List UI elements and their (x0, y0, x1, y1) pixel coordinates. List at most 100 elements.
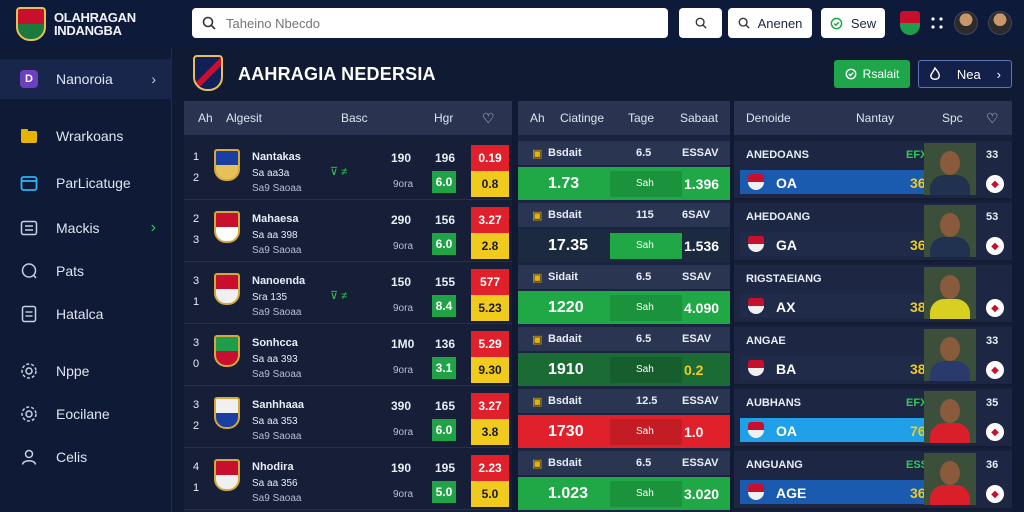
badge-icon[interactable]: ◆ (986, 237, 1004, 255)
player-name[interactable]: ANGUANG (746, 459, 803, 471)
col-header[interactable]: Nantay (856, 111, 895, 125)
odds-cell[interactable]: 3.1 (432, 357, 456, 379)
match-row[interactable]: 3 0 Sonhcca Sa aa 393 Sa9 Saoaa 1M0 9ora 136 3.1… (184, 327, 512, 386)
player-row[interactable]: ANEDOANS EFX 33 OA 36 ◆ (734, 141, 1012, 200)
match-row[interactable]: 1 2 Nantakas Sa aa3a Sa9 Saoaa ⊽ ≠ 190 9ora 196 6… (184, 141, 512, 200)
player-name[interactable]: RIGSTAEIANG (746, 273, 822, 285)
odds-cell[interactable]: 3.27 (471, 393, 509, 419)
player-row[interactable]: ANGAE 33 BA 38 ◆ (734, 327, 1012, 386)
sidebar-item-celis[interactable]: Celis (0, 437, 172, 477)
sidebar-item-parlicatuge[interactable]: ParLicatuge (0, 163, 172, 203)
odds-cell[interactable]: 5.29 (471, 331, 509, 357)
value-primary: 190 (391, 151, 412, 165)
player-name[interactable]: ANEDOANS (746, 149, 809, 161)
sidebar-item-wrarkoans[interactable]: Wrarkoans (0, 116, 172, 156)
team-name[interactable]: Mahaesa (252, 213, 299, 225)
player-row[interactable]: AUBHANS EFX 35 OA 76 ◆ (734, 389, 1012, 448)
col-header[interactable]: Basc (341, 111, 368, 125)
player-name[interactable]: AUBHANS (746, 397, 801, 409)
new-button-label: Nea (956, 66, 981, 82)
folder-icon (20, 127, 38, 145)
col-header[interactable]: Denoide (746, 111, 791, 125)
live-row[interactable]: ▣ Bsdait 6.5 ESSAV 1.023 Sah 3.020 (518, 451, 730, 510)
match-row[interactable]: 3 2 Sanhhaaa Sa aa 353 Sa9 Saoaa 390 9ora 165 6.… (184, 389, 512, 448)
team-name[interactable]: Nhodira (252, 461, 294, 473)
search-button[interactable] (679, 8, 722, 38)
avatar[interactable] (954, 11, 978, 35)
col-header[interactable]: Algesit (226, 111, 263, 125)
player-jersey (930, 237, 970, 257)
badge-icon[interactable]: ◆ (986, 299, 1004, 317)
match-row[interactable]: 4 1 Nhodira Sa aa 356 Sa9 Saoaa 190 9ora 195 5.0… (184, 451, 512, 510)
badge-icon[interactable]: ◆ (986, 361, 1004, 379)
sidebar-item-pats[interactable]: Pats (0, 251, 172, 291)
odds-cell[interactable]: 8.4 (432, 295, 456, 317)
grid-icon[interactable] (930, 16, 944, 30)
odds-cell[interactable]: 5.23 (471, 295, 509, 321)
odds-cell[interactable]: 6.0 (432, 233, 456, 255)
match-row[interactable]: 2 3 Mahaesa Sa aa 398 Sa9 Saoaa 290 9ora 156 6.0… (184, 203, 512, 262)
shield-icon[interactable] (900, 11, 920, 35)
avatar[interactable] (988, 11, 1012, 35)
team-name[interactable]: Nanoenda (252, 275, 306, 287)
live-row[interactable]: ▣ Bsdait 115 6SAV 17.35 Sah 1.536 (518, 203, 730, 262)
live-row[interactable]: ▣ Badait 6.5 ESAV 1910 Sah 0.2 (518, 327, 730, 386)
settings-button[interactable]: Sew (821, 8, 885, 38)
live-score-bar[interactable] (518, 353, 730, 386)
col-header[interactable]: Tage (628, 111, 655, 125)
badge-icon[interactable]: ◆ (986, 175, 1004, 193)
sidebar-item-nppe[interactable]: Nppe (0, 351, 172, 391)
badge-icon[interactable]: ◆ (986, 423, 1004, 441)
search-box[interactable] (192, 8, 668, 38)
player-row[interactable]: RIGSTAEIANG AX 38 ◆ (734, 265, 1012, 324)
live-score-bar[interactable] (518, 167, 730, 200)
search-input[interactable] (226, 15, 646, 31)
col-header[interactable]: Spc (942, 111, 963, 125)
sidebar-item-eocilane[interactable]: Eocilane (0, 394, 172, 434)
sidebar-item-nanoroia[interactable]: D Nanoroia › (0, 59, 172, 99)
new-button[interactable]: Nea › (918, 60, 1012, 88)
col-header[interactable]: Ciatinge (560, 111, 605, 125)
player-name[interactable]: ANGAE (746, 335, 786, 347)
value-primary: 290 (391, 213, 412, 227)
team-name[interactable]: Nantakas (252, 151, 301, 163)
sidebar-item-hatalca[interactable]: Hatalca (0, 294, 172, 334)
team-name[interactable]: Sonhcca (252, 337, 298, 349)
sidebar-item-label: Eocilane (56, 406, 110, 422)
match-row[interactable]: 3 1 Nanoenda Sra 135 Sa9 Saoaa ⊽ ≠ 150 9ora 155 8… (184, 265, 512, 324)
odds-cell[interactable]: 3.8 (471, 419, 509, 445)
odds-cell[interactable]: 0.19 (471, 145, 509, 171)
odds-cell[interactable]: 0.8 (471, 171, 509, 197)
col-header[interactable]: Ah (198, 111, 213, 125)
odds-cell[interactable]: 9.30 (471, 357, 509, 383)
alt-search-button[interactable]: Anenen (728, 8, 812, 38)
odds-cell[interactable]: 6.0 (432, 171, 456, 193)
live-score-bar[interactable] (518, 415, 730, 448)
heart-icon[interactable]: ♡ (986, 109, 999, 126)
trophy-icon: ▣ (532, 272, 543, 284)
live-row[interactable]: ▣ Bsdait 12.5 ESSAV 1730 Sah 1.0 (518, 389, 730, 448)
col-header[interactable]: Hgr (434, 111, 454, 125)
live-score-bar[interactable] (518, 291, 730, 324)
live-row[interactable]: ▣ Bsdait 6.5 ESSAV 1.73 Sah 1.396 (518, 141, 730, 200)
live-score-bar[interactable] (518, 477, 730, 510)
col-header[interactable]: Ah (530, 111, 545, 125)
result-button[interactable]: Rsalait (834, 60, 910, 88)
odds-cell[interactable]: 5.0 (471, 481, 509, 507)
live-row[interactable]: ▣ Sidait 6.5 SSAV 1220 Sah 4.090 (518, 265, 730, 324)
col-header[interactable]: Sabaat (680, 111, 719, 125)
team-name[interactable]: Sanhhaaa (252, 399, 304, 411)
odds-cell[interactable]: 577 (471, 269, 509, 295)
odds-cell[interactable]: 5.0 (432, 481, 456, 503)
odds-cell[interactable]: 6.0 (432, 419, 456, 441)
player-name[interactable]: AHEDOANG (746, 211, 811, 223)
player-row[interactable]: ANGUANG ESS 36 AGE 36 ◆ (734, 451, 1012, 510)
brand[interactable]: OLAHRAGAN INDANGBA (0, 0, 172, 48)
heart-icon[interactable]: ♡ (482, 109, 495, 126)
odds-cell[interactable]: 3.27 (471, 207, 509, 233)
odds-cell[interactable]: 2.8 (471, 233, 509, 259)
badge-icon[interactable]: ◆ (986, 485, 1004, 503)
sidebar-item-mackis[interactable]: Mackis › (0, 208, 172, 248)
player-row[interactable]: AHEDOANG 53 GA 36 ◆ (734, 203, 1012, 262)
odds-cell[interactable]: 2.23 (471, 455, 509, 481)
